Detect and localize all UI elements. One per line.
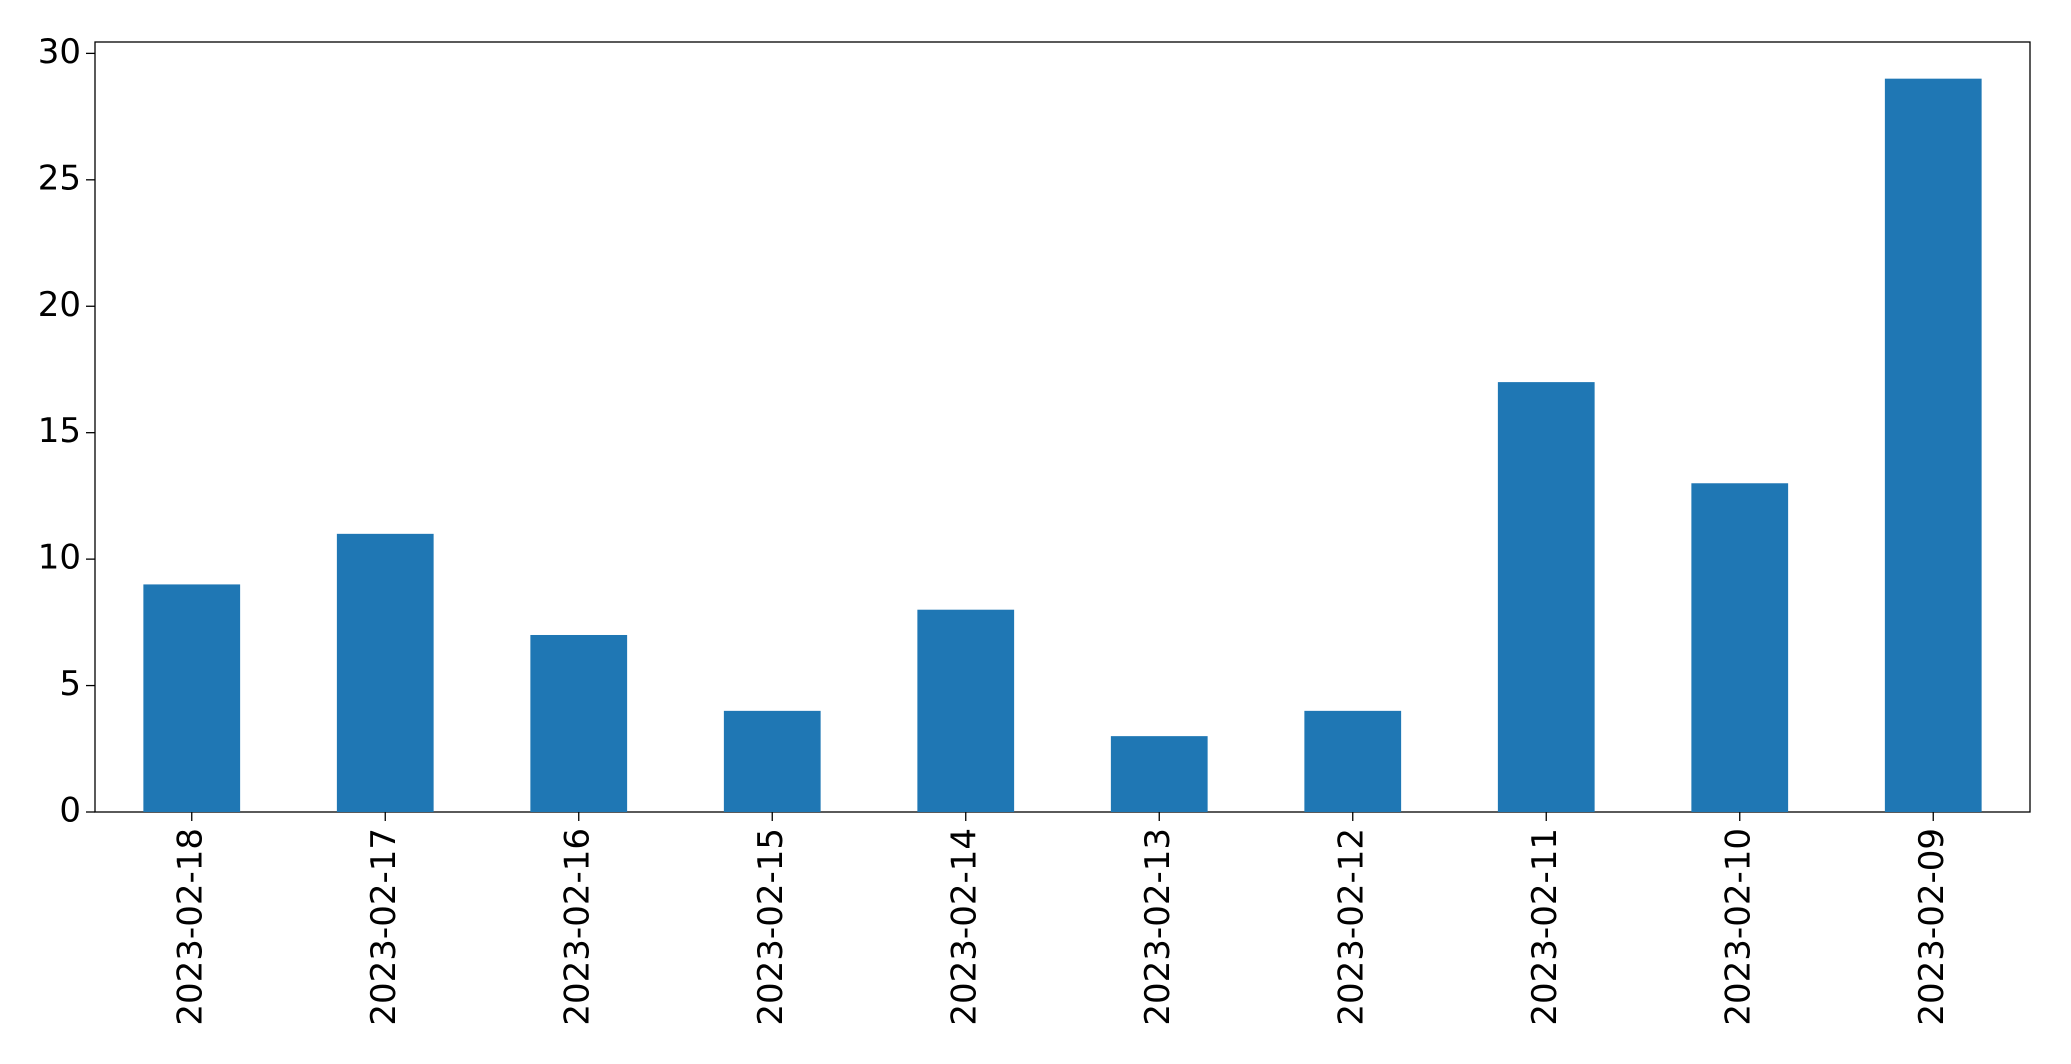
y-tick-label: 10: [38, 538, 81, 578]
y-tick-label: 25: [38, 158, 81, 198]
y-tick-label: 5: [59, 664, 81, 704]
bar: [723, 710, 821, 812]
bar: [1497, 382, 1595, 812]
plot-frame: [94, 41, 2031, 813]
bar: [1884, 78, 1982, 812]
x-tick-label: 2023-02-10: [1718, 828, 1758, 1026]
y-tick-label: 30: [38, 32, 81, 72]
bar: [1110, 736, 1208, 812]
bar: [336, 533, 434, 812]
x-tick-label: 2023-02-09: [1912, 828, 1952, 1026]
y-tick-label: 0: [59, 791, 81, 831]
bar: [143, 584, 241, 812]
x-tick-label: 2023-02-12: [1331, 828, 1371, 1026]
x-tick-label: 2023-02-13: [1138, 828, 1178, 1026]
x-tick-label: 2023-02-15: [751, 828, 791, 1026]
x-tick-label: 2023-02-11: [1525, 828, 1565, 1026]
x-tick-label: 2023-02-17: [364, 828, 404, 1026]
bar: [917, 609, 1015, 812]
y-tick-label: 15: [38, 411, 81, 451]
y-tick-label: 20: [38, 285, 81, 325]
x-tick-label: 2023-02-18: [170, 828, 210, 1026]
bar: [1691, 483, 1789, 812]
bar: [530, 634, 628, 812]
x-tick-label: 2023-02-16: [557, 828, 597, 1026]
x-tick-label: 2023-02-14: [944, 828, 984, 1026]
bar: [1304, 710, 1402, 812]
